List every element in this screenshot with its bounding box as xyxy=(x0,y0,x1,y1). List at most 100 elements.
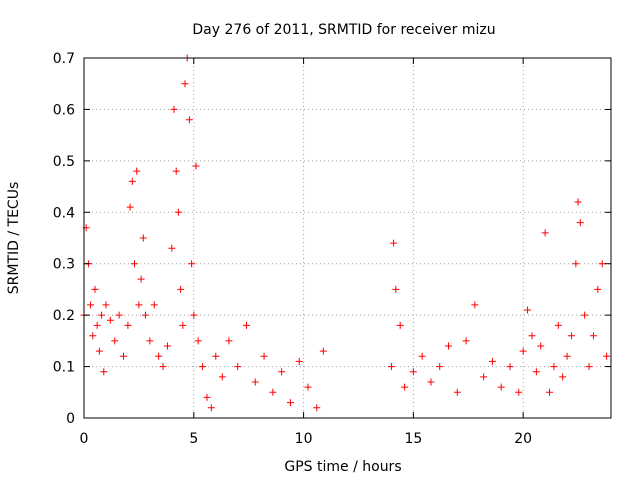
data-point xyxy=(177,285,185,293)
data-point xyxy=(212,352,220,360)
data-point xyxy=(111,337,119,345)
y-tick-label: 0 xyxy=(66,411,75,427)
data-point xyxy=(319,347,327,355)
data-point xyxy=(537,342,545,350)
data-point xyxy=(295,357,303,365)
x-axis-label: GPS time / hours xyxy=(284,459,401,475)
data-point xyxy=(554,321,562,329)
y-tick-label: 0.6 xyxy=(53,102,75,118)
data-point xyxy=(418,352,426,360)
x-tick-label: 0 xyxy=(80,431,89,447)
data-point xyxy=(141,311,149,319)
data-point xyxy=(471,301,479,309)
data-point xyxy=(546,388,554,396)
y-tick-label: 0.5 xyxy=(53,154,75,170)
data-point xyxy=(497,383,505,391)
data-point xyxy=(133,167,141,175)
data-point xyxy=(100,368,108,376)
data-point xyxy=(313,404,321,412)
data-point xyxy=(589,332,597,340)
data-point xyxy=(278,368,286,376)
axis-ticks xyxy=(83,57,611,419)
y-tick-label: 0.2 xyxy=(53,308,75,324)
data-point xyxy=(445,342,453,350)
data-point xyxy=(124,321,132,329)
y-axis-label: SRMTID / TECUs xyxy=(6,182,22,295)
x-tick-label: 10 xyxy=(295,431,313,447)
chart-title: Day 276 of 2011, SRMTID for receiver miz… xyxy=(192,22,495,38)
data-point xyxy=(128,177,136,185)
data-point xyxy=(559,373,567,381)
data-point xyxy=(269,388,277,396)
data-point xyxy=(515,388,523,396)
data-point xyxy=(427,378,435,386)
data-point xyxy=(199,363,207,371)
data-point xyxy=(594,285,602,293)
data-point xyxy=(159,363,167,371)
data-point xyxy=(225,337,233,345)
data-point xyxy=(93,321,101,329)
data-point xyxy=(150,301,158,309)
data-point xyxy=(172,167,180,175)
data-point xyxy=(581,311,589,319)
data-point xyxy=(174,208,182,216)
data-point xyxy=(95,347,103,355)
data-point xyxy=(181,80,189,88)
y-tick-label: 0.3 xyxy=(53,257,75,273)
data-point xyxy=(396,321,404,329)
data-point xyxy=(242,321,250,329)
data-point xyxy=(532,368,540,376)
data-point xyxy=(436,363,444,371)
data-point xyxy=(567,332,575,340)
data-point xyxy=(392,285,400,293)
data-point xyxy=(207,404,215,412)
data-point xyxy=(563,352,571,360)
data-point xyxy=(106,316,114,324)
data-point xyxy=(576,219,584,227)
data-point xyxy=(137,275,145,283)
data-point xyxy=(304,383,312,391)
data-point xyxy=(102,301,110,309)
data-point xyxy=(260,352,268,360)
data-point xyxy=(541,229,549,237)
data-point xyxy=(120,352,128,360)
x-tick-label: 20 xyxy=(514,431,532,447)
data-point xyxy=(488,357,496,365)
data-point xyxy=(218,373,226,381)
data-point xyxy=(115,311,123,319)
data-point xyxy=(89,332,97,340)
data-point xyxy=(286,399,294,407)
data-point xyxy=(251,378,259,386)
data-point xyxy=(453,388,461,396)
grid xyxy=(84,58,611,418)
data-point xyxy=(170,105,178,113)
data-point xyxy=(155,352,163,360)
axis-tick-labels: 0 5 10 15 20 0 0.1 0.2 0.3 0.4 0.5 0.6 0.7 xyxy=(53,51,532,447)
data-point xyxy=(146,337,154,345)
data-point xyxy=(462,337,470,345)
data-point xyxy=(131,260,139,268)
plot-frame xyxy=(83,57,612,419)
data-point xyxy=(91,285,99,293)
data-point xyxy=(126,203,134,211)
data-point xyxy=(506,363,514,371)
data-point xyxy=(387,363,395,371)
data-point xyxy=(168,244,176,252)
data-point xyxy=(163,342,171,350)
data-point xyxy=(574,198,582,206)
data-point xyxy=(190,311,198,319)
data-point xyxy=(401,383,409,391)
data-point xyxy=(519,347,527,355)
data-point xyxy=(194,337,202,345)
data-point xyxy=(203,393,211,401)
data-point xyxy=(524,306,532,314)
data-point xyxy=(528,332,536,340)
data-point xyxy=(234,363,242,371)
data-point xyxy=(603,352,611,360)
data-point xyxy=(192,162,200,170)
x-tick-label: 15 xyxy=(404,431,422,447)
data-point xyxy=(409,368,417,376)
data-point xyxy=(135,301,143,309)
